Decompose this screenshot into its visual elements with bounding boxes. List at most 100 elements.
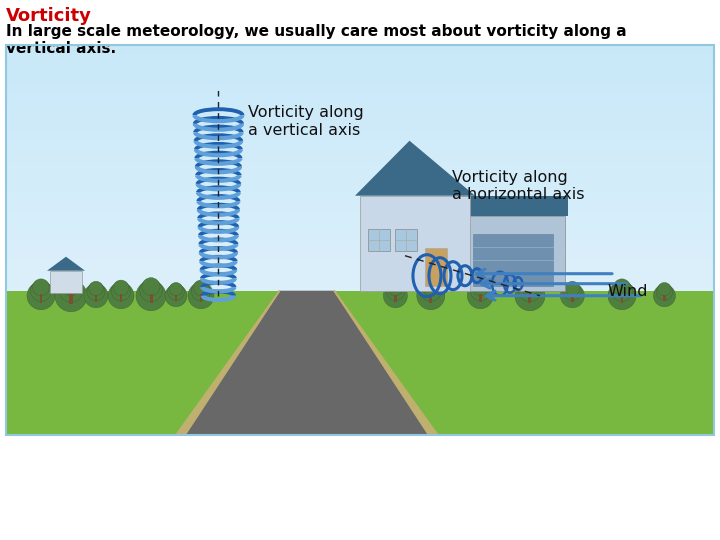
Bar <box>6 45 714 435</box>
Bar <box>571 294 574 302</box>
Polygon shape <box>180 291 281 435</box>
Circle shape <box>417 282 445 310</box>
Bar <box>6 366 714 376</box>
Circle shape <box>32 279 50 296</box>
Polygon shape <box>333 291 433 435</box>
Polygon shape <box>333 291 438 435</box>
Bar <box>6 161 714 172</box>
Bar <box>6 103 714 113</box>
Circle shape <box>169 282 183 296</box>
Circle shape <box>654 285 675 307</box>
Bar <box>6 298 714 308</box>
Circle shape <box>165 285 187 307</box>
Bar <box>40 294 42 303</box>
Bar <box>6 405 714 415</box>
Bar <box>6 171 714 181</box>
Bar <box>6 93 714 104</box>
Bar <box>6 181 714 191</box>
Circle shape <box>113 280 129 296</box>
Circle shape <box>193 280 209 296</box>
Bar <box>6 347 714 357</box>
Circle shape <box>30 280 52 301</box>
Bar <box>395 294 397 302</box>
Bar <box>6 142 714 152</box>
Circle shape <box>27 282 55 310</box>
Polygon shape <box>462 195 568 215</box>
Circle shape <box>59 278 83 302</box>
Circle shape <box>611 280 632 301</box>
Circle shape <box>188 283 214 309</box>
Circle shape <box>136 281 166 310</box>
Bar <box>465 215 565 291</box>
Circle shape <box>87 282 105 300</box>
Bar <box>473 234 553 286</box>
Bar <box>6 54 714 64</box>
Bar <box>6 240 714 249</box>
Bar <box>6 44 714 55</box>
Bar <box>6 123 714 133</box>
Bar <box>360 195 470 291</box>
Circle shape <box>84 284 108 308</box>
Circle shape <box>467 283 493 309</box>
Bar <box>6 386 714 396</box>
Polygon shape <box>183 291 431 435</box>
Bar <box>368 229 390 251</box>
Circle shape <box>515 281 545 310</box>
Polygon shape <box>355 141 475 195</box>
Bar <box>6 279 714 289</box>
Bar <box>6 269 714 279</box>
Circle shape <box>563 282 582 300</box>
Bar <box>6 259 714 269</box>
Bar <box>6 395 714 406</box>
Bar <box>6 113 714 123</box>
Bar <box>6 327 714 338</box>
Bar <box>6 318 714 328</box>
Bar <box>6 210 714 220</box>
Bar <box>120 294 122 302</box>
Bar <box>6 84 714 94</box>
Bar <box>479 294 482 302</box>
Circle shape <box>658 282 671 296</box>
Circle shape <box>140 279 162 302</box>
Circle shape <box>471 281 490 301</box>
Bar <box>6 337 714 347</box>
Bar <box>199 294 202 302</box>
Bar <box>6 308 714 318</box>
Bar <box>663 295 665 301</box>
Bar <box>6 230 714 240</box>
Circle shape <box>387 282 405 300</box>
Bar <box>6 64 714 74</box>
Bar <box>175 295 177 301</box>
Text: Wind: Wind <box>608 284 648 299</box>
Bar <box>6 74 714 84</box>
Circle shape <box>142 278 160 296</box>
Bar <box>6 200 714 211</box>
Bar <box>50 271 82 293</box>
Circle shape <box>112 281 131 301</box>
Circle shape <box>656 284 672 300</box>
Bar <box>429 294 432 303</box>
Bar <box>6 220 714 230</box>
Bar <box>395 229 417 251</box>
Circle shape <box>613 279 631 296</box>
Bar <box>150 294 153 303</box>
Bar <box>6 291 714 435</box>
Circle shape <box>108 283 134 309</box>
Bar <box>6 191 714 201</box>
Bar <box>6 356 714 367</box>
Circle shape <box>388 281 402 296</box>
Bar <box>6 415 714 426</box>
Bar <box>6 425 714 435</box>
Circle shape <box>560 284 585 308</box>
Bar <box>6 376 714 386</box>
Circle shape <box>192 281 211 301</box>
Bar <box>95 294 97 302</box>
Circle shape <box>61 276 81 296</box>
Text: Vorticity along
a vertical axis: Vorticity along a vertical axis <box>248 105 364 138</box>
Circle shape <box>565 281 580 296</box>
Polygon shape <box>175 291 281 435</box>
Polygon shape <box>47 256 85 271</box>
Circle shape <box>608 282 636 310</box>
Text: Vorticity along
a horizontal axis: Vorticity along a horizontal axis <box>452 170 585 202</box>
Circle shape <box>420 280 441 301</box>
